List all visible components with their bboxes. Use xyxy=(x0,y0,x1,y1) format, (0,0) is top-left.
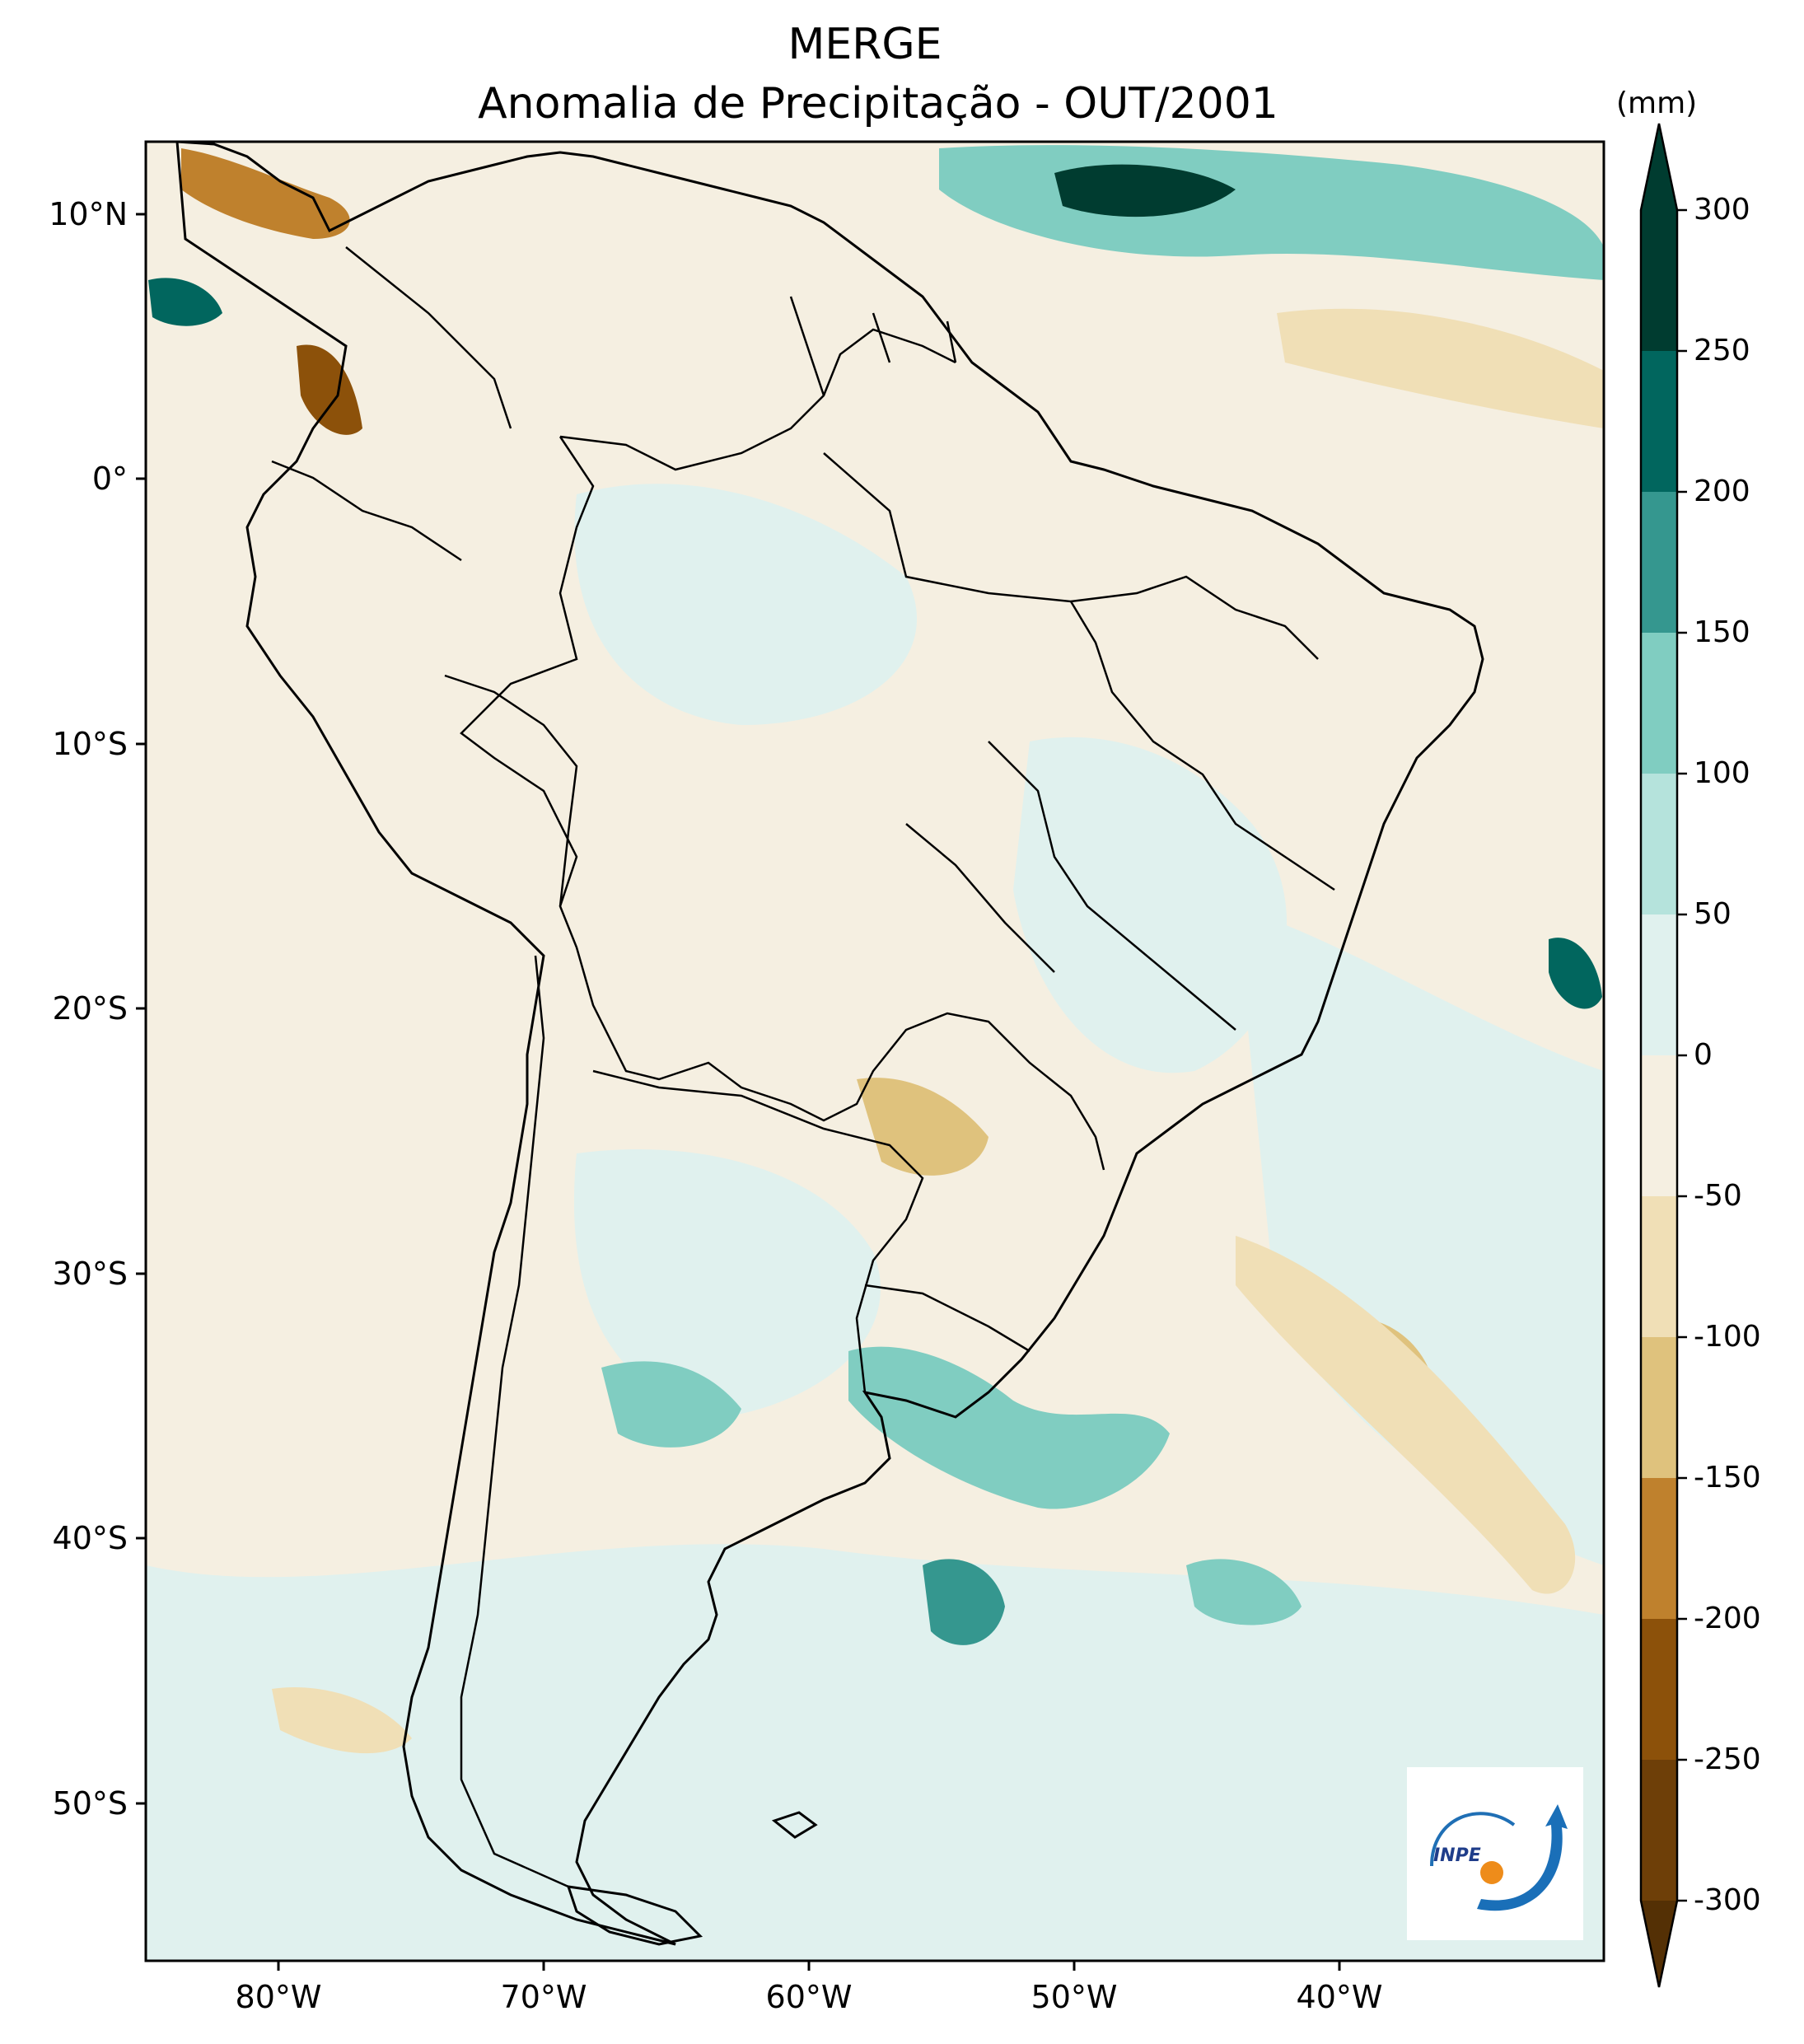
colorbar-band-2 xyxy=(1641,492,1677,633)
colorbar-label-7: -50 xyxy=(1694,1179,1742,1213)
anomaly-brown-paraguay xyxy=(857,1078,988,1176)
logo-text: INPE xyxy=(1433,1845,1481,1866)
inpe-logo-graphic xyxy=(1430,1804,1568,1911)
anomaly-brown-colombia xyxy=(181,148,350,239)
axis-ticks xyxy=(136,213,1341,1971)
y-label-20s: 20°S xyxy=(52,990,128,1027)
colorbar-label-8: -100 xyxy=(1694,1320,1761,1354)
colorbar-band-3 xyxy=(1641,633,1677,774)
x-label-50w: 50°W xyxy=(1031,1979,1118,2015)
x-label-80w: 80°W xyxy=(235,1979,322,2015)
anomaly-positive-south xyxy=(146,1544,1604,1961)
border-chile-argentina xyxy=(460,955,569,1888)
colorbar-ticks xyxy=(1677,208,1687,1902)
y-label-10n: 10°N xyxy=(49,196,128,232)
logo-swoosh xyxy=(1430,1812,1516,1867)
anomaly-positive-argentina xyxy=(573,1149,881,1417)
colorbar-label-3: 150 xyxy=(1694,615,1750,649)
border-brazil-uruguay xyxy=(864,1284,1031,1353)
colorbar-label-2: 200 xyxy=(1694,475,1750,508)
border-brazil-states xyxy=(823,452,1335,1031)
border-argentina-paraguay xyxy=(592,1069,924,1393)
y-label-50s: 50°S xyxy=(52,1785,128,1822)
colorbar-band-9 xyxy=(1641,1478,1677,1619)
colorbar-band-4 xyxy=(1641,774,1677,914)
colorbar xyxy=(1639,123,1679,1988)
anomaly-positive-atlantic xyxy=(1236,906,1604,1565)
map-frame xyxy=(144,140,1605,1962)
border-brazil-north xyxy=(559,328,956,471)
anomaly-teal-northeast xyxy=(1549,938,1602,1009)
colorbar-band-1 xyxy=(1641,351,1677,492)
anomaly-teal-pampas xyxy=(601,1361,741,1448)
x-label-70w: 70°W xyxy=(500,1979,587,2015)
anomaly-brown-andes-north xyxy=(297,344,362,435)
colorbar-label-6: 0 xyxy=(1694,1038,1713,1072)
x-label-40w: 40°W xyxy=(1296,1979,1383,2015)
country-borders xyxy=(271,246,1335,1888)
logo-arrow xyxy=(1477,1804,1568,1911)
colorbar-label-10: -200 xyxy=(1694,1602,1761,1635)
y-label-10s: 10°S xyxy=(52,726,128,762)
colorbar-unit: (mm) xyxy=(1616,87,1698,120)
colorbar-label-9: -150 xyxy=(1694,1461,1761,1494)
anomaly-teal-atlantic-south xyxy=(923,1559,1005,1645)
title-line1: MERGE xyxy=(787,20,942,69)
colorbar-label-1: 250 xyxy=(1694,334,1750,367)
colorbar-label-11: -250 xyxy=(1694,1742,1761,1776)
colorbar-label-5: 50 xyxy=(1694,897,1732,931)
anomaly-tan-north xyxy=(1277,308,1604,428)
anomaly-positive-amazon xyxy=(574,484,918,725)
border-brazil-west xyxy=(460,436,1105,1171)
map-panel xyxy=(136,140,1605,1971)
y-label-40s: 40°S xyxy=(52,1520,128,1556)
anomaly-tan-patagonia xyxy=(272,1687,412,1754)
colorbar-band-7 xyxy=(1641,1196,1677,1337)
colorbar-extend-bottom xyxy=(1641,1901,1677,1987)
colorbar-band-0 xyxy=(1641,210,1677,351)
anomaly-teal-uruguay xyxy=(848,1346,1170,1509)
colorbar-label-12: -300 xyxy=(1694,1883,1761,1917)
anomaly-teal-atlantic-east xyxy=(1186,1559,1302,1625)
anomaly-dark-north-atlantic xyxy=(1054,164,1236,217)
border-ecuador-peru xyxy=(271,460,462,562)
coastlines xyxy=(175,142,1484,1946)
colorbar-band-8 xyxy=(1641,1337,1677,1478)
colorbar-band-5 xyxy=(1641,914,1677,1055)
border-guianas xyxy=(789,296,957,396)
colorbar-band-11 xyxy=(1641,1760,1677,1901)
colorbar-extend-top xyxy=(1641,124,1677,210)
inpe-logo: INPE xyxy=(1407,1767,1583,1940)
x-label-60w: 60°W xyxy=(765,1979,853,2015)
anomaly-teal-pacific-north xyxy=(148,278,222,326)
y-label-0: 0° xyxy=(91,461,128,497)
colorbar-band-10 xyxy=(1641,1619,1677,1760)
logo-sun xyxy=(1480,1861,1503,1884)
anomaly-field xyxy=(146,145,1604,1961)
colorbar-label-0: 300 xyxy=(1694,193,1750,227)
title-line2: Anomalia de Precipitação - OUT/2001 xyxy=(478,79,1278,129)
colorbar-band-6 xyxy=(1641,1055,1677,1196)
tierra-del-fuego xyxy=(566,1885,703,1946)
border-peru-bolivia xyxy=(444,674,578,907)
falkland-islands xyxy=(771,1811,818,1839)
anomaly-tan-atlantic xyxy=(1236,1236,1576,1594)
colorbar-label-4: 100 xyxy=(1694,756,1750,790)
border-colombia-venezuela xyxy=(345,246,512,429)
south-america-coastline xyxy=(175,142,1484,1946)
anomaly-positive-brazil xyxy=(1013,737,1288,1073)
y-label-30s: 30°S xyxy=(52,1256,128,1292)
